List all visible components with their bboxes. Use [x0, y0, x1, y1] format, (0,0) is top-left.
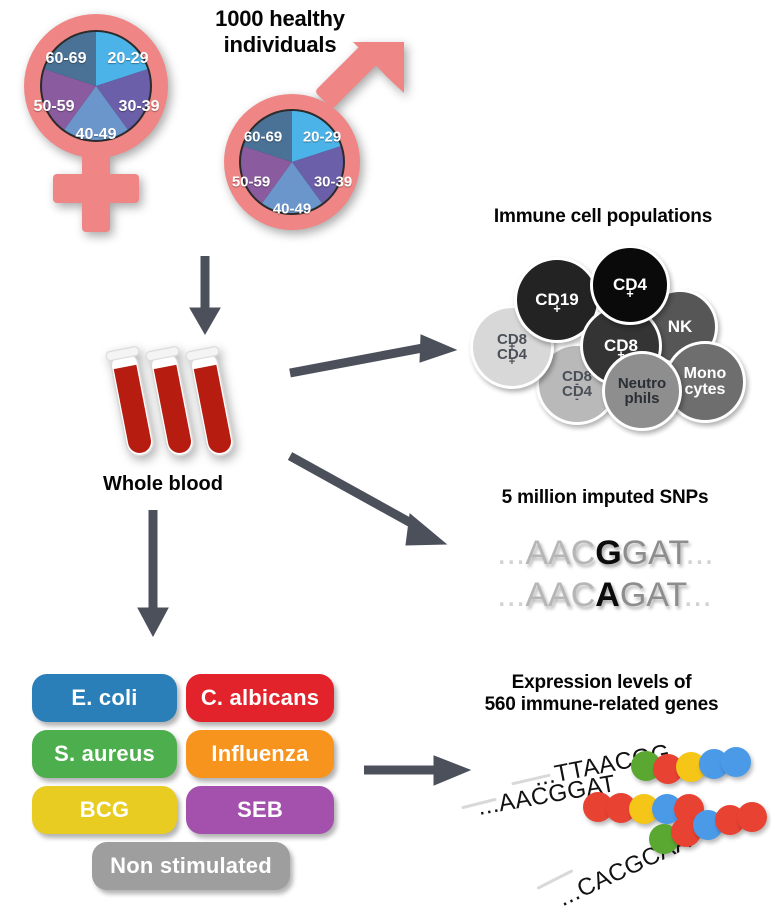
cohort-title-line-2: individuals [223, 31, 337, 57]
cell-label-line-1: CD8- [561, 367, 592, 390]
cell-label-line-1: CD8 + [496, 330, 527, 353]
snp-allele-row-2: ...AACAGAT... [497, 576, 712, 615]
immune-section-title: Immune cell populations [493, 206, 713, 227]
pie-wedge-40-49 [64, 86, 128, 140]
cell-circle-monocytes: Mono cytes [664, 341, 746, 423]
page-title: 1000 healthy individuals [160, 6, 400, 57]
snp-suffix-dots: ... [683, 576, 712, 614]
pill-label: SEB [237, 797, 283, 822]
expression-title-line-2: 560 immune-related genes [484, 694, 719, 716]
arrow-cohort-to-blood [189, 256, 221, 336]
cell-label: NK [667, 317, 693, 337]
pie-wedge-60-69 [44, 32, 96, 86]
snp-suffix-dots: ... [685, 534, 714, 572]
bead [737, 802, 767, 832]
cell-circle-neutrophils: Neutro phils [602, 351, 682, 431]
pie-wedge-20-29 [292, 111, 341, 162]
expression-section-title: Expression levels of 560 immune-related … [432, 672, 771, 716]
stimulation-pill-bcg[interactable]: BCG [32, 786, 177, 834]
cell-label-line-2: cytes [684, 381, 726, 398]
cell-label: CD8 + [603, 336, 638, 362]
pie-wedge-20-29 [96, 32, 148, 86]
snp-allele-row-1: ...AACGGAT... [497, 534, 714, 573]
snp-left-bases: AAC [525, 576, 596, 614]
bead [721, 747, 751, 777]
arrow-stimulations-to-expression [364, 755, 472, 786]
stimulation-pill-influenza[interactable]: Influenza [186, 730, 334, 778]
snps-section-title: 5 million imputed SNPs [501, 487, 709, 508]
snp-prefix-dots: ... [497, 534, 526, 572]
stimulation-pill-c-albicans[interactable]: C. albicans [186, 674, 334, 722]
cell-label-line-1: Neutro [617, 374, 667, 392]
stimulation-pill-e-coli[interactable]: E. coli [32, 674, 177, 722]
cohort-title-line-1: 1000 healthy [215, 6, 345, 31]
pill-label: C. albicans [200, 685, 320, 710]
snp-right-bases: GAT [621, 534, 686, 572]
arrow-blood-to-immune [289, 334, 458, 378]
cell-label-line-2: CD4 + [496, 346, 527, 369]
stimulation-pill-non-stimulated[interactable]: Non stimulated [92, 842, 290, 890]
pill-label: Influenza [211, 741, 309, 766]
female-symbol-with-age-pie: 20-29 30-39 40-49 50-59 60-69 [8, 6, 188, 238]
pill-label: S. aureus [54, 741, 155, 766]
snp-right-bases: GAT [619, 576, 684, 614]
male-symbol-with-age-pie: 20-29 30-39 40-49 50-59 60-69 [205, 38, 410, 238]
pill-label: BCG [79, 797, 130, 822]
cell-label: CD19 + [535, 290, 579, 316]
pie-wedge-50-59 [241, 146, 292, 204]
snp-variant-base: G [595, 534, 622, 572]
expression-strand-group: ...TTAACGG ...AACGGAT ...CACGCAA [455, 730, 771, 922]
pie-wedge-50-59 [42, 69, 96, 130]
blood-tubes-icon [105, 346, 234, 457]
snp-variant-base: A [595, 576, 620, 614]
cell-label-line-2: CD4- [561, 383, 592, 406]
snp-prefix-dots: ... [497, 576, 526, 614]
pill-label: E. coli [71, 685, 138, 710]
expression-title-line-1: Expression levels of [511, 672, 692, 693]
arrow-blood-to-stimulations [137, 510, 169, 638]
stimulation-pill-seb[interactable]: SEB [186, 786, 334, 834]
pie-wedge-40-49 [262, 162, 322, 213]
pie-wedge-30-39 [96, 69, 150, 130]
mars-icon [224, 42, 404, 230]
venus-icon [24, 14, 168, 232]
cell-circle-cd4-positive: CD4 + [590, 245, 670, 325]
cell-label-line-2: phils [624, 390, 660, 407]
arrow-blood-to-snps [288, 452, 448, 546]
pie-wedge-30-39 [292, 146, 343, 204]
snp-left-bases: AAC [525, 534, 596, 572]
pie-wedge-60-69 [243, 111, 292, 162]
cell-label: CD4 + [612, 275, 647, 301]
cell-label-line-1: Mono [683, 364, 727, 382]
immune-cell-cluster: CD8- CD4- CD8 + CD4 + NK CD19 + CD8 + CD4 + [468, 243, 768, 431]
pill-label: Non stimulated [110, 853, 272, 878]
whole-blood-label: Whole blood [103, 473, 223, 495]
stimulation-pill-s-aureus[interactable]: S. aureus [32, 730, 177, 778]
